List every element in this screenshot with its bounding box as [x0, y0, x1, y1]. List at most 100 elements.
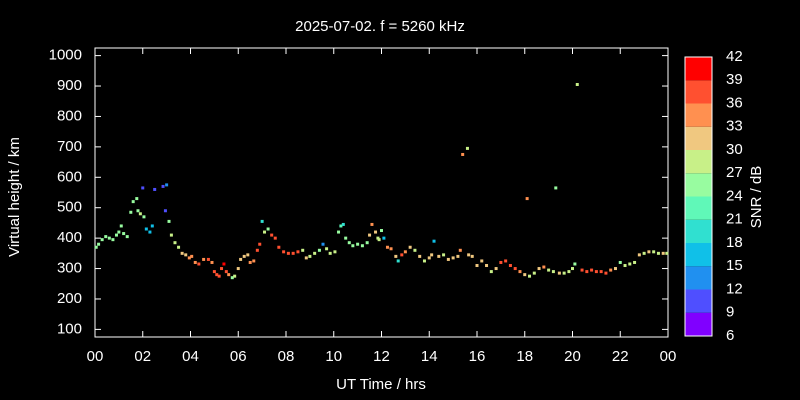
point — [169, 233, 173, 237]
point — [222, 262, 226, 266]
point — [446, 257, 450, 261]
point — [282, 250, 286, 254]
y-tick-label: 300 — [57, 260, 82, 277]
colorbar-band — [685, 57, 712, 81]
x-tick-label: 14 — [421, 348, 438, 365]
point — [337, 230, 341, 234]
x-tick-label: 12 — [373, 348, 390, 365]
point — [138, 212, 142, 216]
point — [163, 209, 167, 213]
point — [122, 232, 126, 236]
point — [394, 254, 398, 258]
point — [537, 267, 541, 271]
point — [351, 244, 355, 248]
point — [286, 251, 290, 255]
colorbar-band — [685, 150, 712, 174]
plot-frame — [94, 47, 669, 338]
x-tick-label: 10 — [325, 348, 342, 365]
point — [248, 260, 252, 264]
point — [333, 250, 337, 254]
point — [190, 254, 194, 258]
point — [422, 259, 426, 263]
point — [408, 245, 412, 249]
point — [494, 267, 498, 271]
point — [114, 233, 118, 237]
point — [467, 253, 471, 257]
colorbar-band — [685, 196, 712, 220]
x-tick-label: 20 — [564, 348, 581, 365]
colorbar-tick-label: 21 — [726, 211, 743, 228]
point — [339, 224, 343, 228]
point — [665, 251, 669, 255]
x-axis-label: UT Time / hrs — [336, 376, 426, 393]
point — [224, 270, 228, 274]
point — [94, 245, 98, 249]
point — [270, 233, 274, 237]
point — [547, 268, 551, 272]
colorbar-tick-label: 36 — [726, 94, 743, 111]
point — [258, 242, 262, 246]
point — [613, 267, 617, 271]
point — [518, 270, 522, 274]
point — [437, 254, 441, 258]
x-tick-label: 22 — [612, 348, 629, 365]
point — [255, 248, 259, 252]
point — [210, 260, 214, 264]
point — [148, 230, 152, 234]
point — [180, 251, 184, 255]
point — [377, 238, 381, 242]
point — [623, 264, 627, 268]
point — [206, 257, 210, 261]
point — [456, 254, 460, 258]
point — [637, 253, 641, 257]
colorbar-frame — [684, 56, 713, 337]
y-tick-label: 1000 — [49, 47, 82, 64]
x-tick-label: 04 — [182, 348, 199, 365]
colorbar-tick-label: 12 — [726, 280, 743, 297]
point — [246, 253, 250, 257]
point — [647, 250, 651, 254]
point — [567, 270, 571, 274]
point — [107, 236, 111, 240]
colorbar-band — [685, 173, 712, 197]
point — [376, 236, 380, 240]
point — [458, 248, 462, 252]
colorbar-band — [685, 126, 712, 150]
point — [499, 260, 503, 264]
point — [144, 227, 148, 231]
colorbar-band — [685, 103, 712, 127]
point — [117, 230, 121, 234]
x-tick-label: 00 — [660, 348, 677, 365]
point — [317, 248, 321, 252]
point — [451, 256, 455, 260]
point — [628, 262, 632, 266]
point — [562, 271, 566, 275]
point — [347, 241, 351, 245]
point — [385, 245, 389, 249]
point — [125, 235, 129, 239]
point — [380, 229, 383, 233]
point — [528, 274, 532, 278]
y-tick-label: 900 — [57, 77, 82, 94]
point — [656, 251, 660, 255]
x-tick-label: 16 — [469, 348, 486, 365]
point — [513, 267, 517, 271]
point — [523, 273, 527, 277]
point — [304, 256, 308, 260]
point — [313, 251, 317, 255]
point — [554, 186, 558, 190]
point — [389, 247, 393, 251]
point — [580, 268, 584, 272]
point — [427, 256, 431, 260]
point — [465, 146, 469, 150]
point — [150, 224, 154, 228]
point — [356, 242, 360, 246]
point — [403, 250, 407, 254]
point — [142, 215, 146, 219]
point — [187, 256, 191, 260]
point — [177, 245, 181, 249]
colorbar-tick-label: 42 — [726, 48, 743, 65]
point — [104, 235, 108, 239]
colorbar-band — [685, 80, 712, 104]
